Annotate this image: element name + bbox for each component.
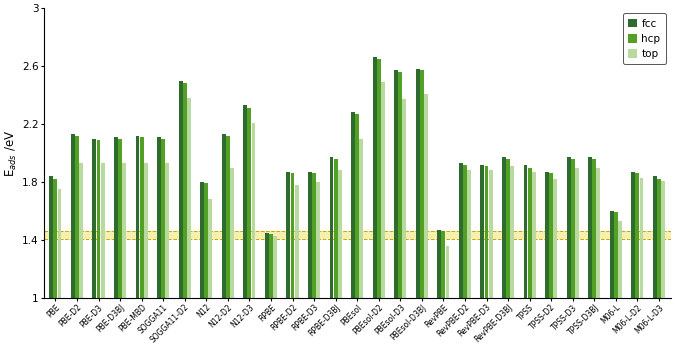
Bar <box>265 233 269 298</box>
Bar <box>597 168 600 298</box>
Bar <box>140 137 144 298</box>
Bar <box>136 136 140 298</box>
Bar <box>510 166 514 298</box>
Bar <box>416 69 420 298</box>
Bar <box>71 134 75 298</box>
Bar <box>614 213 618 298</box>
Bar <box>244 105 247 298</box>
Bar <box>446 246 450 298</box>
Bar <box>222 134 225 298</box>
Bar <box>657 179 661 298</box>
Bar <box>57 189 61 298</box>
Bar <box>355 114 359 298</box>
Bar <box>549 173 553 298</box>
Bar <box>359 139 363 298</box>
Bar <box>351 112 355 298</box>
Bar <box>92 139 97 298</box>
Bar <box>122 163 126 298</box>
Bar <box>75 136 79 298</box>
Bar <box>286 172 290 298</box>
Bar <box>502 157 506 298</box>
Y-axis label: E$_{ads}$ /eV: E$_{ads}$ /eV <box>4 129 20 177</box>
Bar <box>424 94 428 298</box>
Bar <box>205 184 208 298</box>
Bar <box>554 179 558 298</box>
Bar <box>226 136 230 298</box>
Bar <box>295 185 298 298</box>
Bar <box>373 58 377 298</box>
Bar <box>118 139 122 298</box>
Bar <box>653 176 657 298</box>
Bar <box>571 159 574 298</box>
Bar <box>316 182 320 298</box>
Bar <box>575 168 578 298</box>
Bar <box>179 81 182 298</box>
Bar <box>269 234 273 298</box>
Bar <box>398 72 402 298</box>
Bar <box>333 159 338 298</box>
Bar <box>481 165 485 298</box>
Bar <box>43 231 671 239</box>
Bar <box>308 172 312 298</box>
Bar <box>79 163 83 298</box>
Bar <box>437 230 441 298</box>
Bar <box>209 199 213 298</box>
Bar <box>252 122 255 298</box>
Bar <box>187 98 191 298</box>
Bar <box>312 173 316 298</box>
Bar <box>485 166 489 298</box>
Bar <box>532 172 536 298</box>
Bar <box>165 163 169 298</box>
Bar <box>441 231 446 298</box>
Bar <box>640 178 643 298</box>
Bar <box>631 172 635 298</box>
Bar <box>420 70 424 298</box>
Bar <box>114 137 118 298</box>
Bar <box>97 140 101 298</box>
Bar <box>463 165 467 298</box>
Bar <box>618 221 622 298</box>
Bar <box>338 170 342 298</box>
Bar <box>661 180 665 298</box>
Bar <box>467 170 471 298</box>
Bar <box>200 182 204 298</box>
Bar <box>101 163 105 298</box>
Bar <box>230 168 234 298</box>
Bar <box>329 157 333 298</box>
Bar <box>635 173 639 298</box>
Bar <box>157 137 161 298</box>
Bar <box>524 165 527 298</box>
Legend: fcc, hcp, top: fcc, hcp, top <box>622 13 666 64</box>
Bar <box>610 211 614 298</box>
Bar <box>394 70 398 298</box>
Bar <box>589 157 592 298</box>
Bar <box>248 108 251 298</box>
Bar <box>593 159 596 298</box>
Bar <box>489 170 493 298</box>
Bar <box>183 83 187 298</box>
Bar <box>377 59 381 298</box>
Bar <box>402 99 406 298</box>
Bar <box>273 236 277 298</box>
Bar <box>49 176 53 298</box>
Bar <box>144 163 148 298</box>
Bar <box>528 168 532 298</box>
Bar <box>545 172 549 298</box>
Bar <box>459 163 463 298</box>
Bar <box>506 159 510 298</box>
Bar <box>53 179 57 298</box>
Bar <box>290 173 294 298</box>
Bar <box>567 157 570 298</box>
Bar <box>161 139 165 298</box>
Bar <box>381 82 385 298</box>
